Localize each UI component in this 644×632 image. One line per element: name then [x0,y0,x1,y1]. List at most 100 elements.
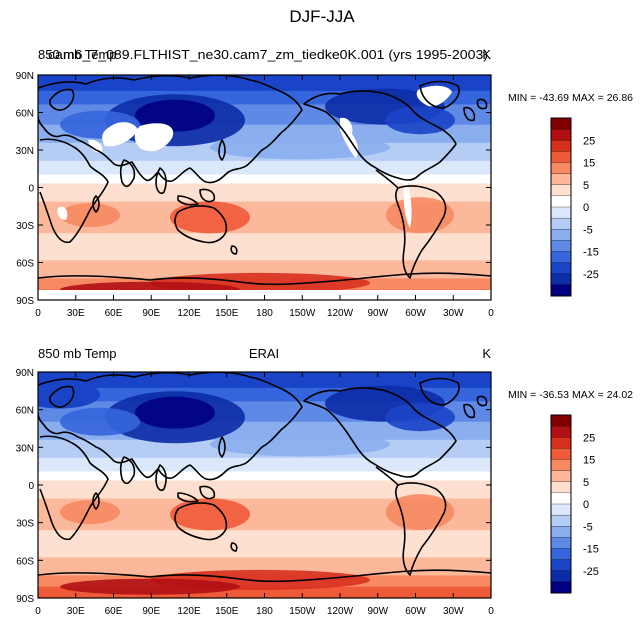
colorbar-swatch [550,128,572,141]
colorbar-swatch [550,459,572,472]
colorbar-label: -15 [583,544,599,556]
contour-band [38,260,491,279]
contour-band [38,530,491,558]
lon-tick-label: 0 [35,308,41,319]
lon-tick-label: 90E [142,308,160,319]
colorbar-swatch [550,581,572,594]
lat-tick-label: 30S [16,519,34,530]
contour-blob [385,106,455,135]
lon-tick-label: 150W [289,308,316,319]
contour-band [38,183,491,203]
lat-tick-label: 90N [16,368,34,379]
colorbar-label: -5 [583,224,593,236]
lat-tick-label: 60N [16,109,34,120]
lon-tick-label: 0 [35,606,41,617]
panel-model-title: cam6_7_089.FLTHIST_ne30.cam7_zm_tiedke0K… [48,47,488,62]
colorbar-label: 0 [583,202,589,214]
contour-band [38,233,491,261]
colorbar-swatch [550,492,572,505]
lat-tick-label: 90N [16,71,34,82]
colorbar-label: 5 [583,180,589,192]
lon-tick-label: 90W [367,308,388,319]
lon-tick-label: 0 [488,606,494,617]
lat-tick-label: 90S [16,594,34,605]
panel-units: K [482,47,491,62]
contour-blob [60,203,120,228]
colorbar: 25 15 5 0 -5 -15 -25 [550,117,599,297]
stats-min: MIN = -43.69 [508,92,569,104]
colorbar-swatch [550,481,572,494]
colorbar-swatch [550,273,572,286]
colorbar-swatch [550,559,572,572]
colorbar-swatch [550,173,572,186]
lat-tick-label: 30S [16,221,34,232]
lon-tick-label: 30E [67,606,85,617]
lon-tick-label: 60E [105,606,123,617]
colorbar-swatch [550,140,572,152]
lat-tick-label: 60S [16,259,34,270]
contour-blob [60,578,240,595]
colorbar-swatch [550,240,572,252]
lon-tick-label: 30W [443,308,464,319]
lon-tick-label: 180 [256,606,273,617]
lon-tick-label: 120E [177,308,201,319]
panel-center-title: ERAI [249,346,279,361]
stats-max: MAX = 26.86 [572,92,633,104]
colorbar-label: 5 [583,477,589,489]
colorbar-swatch [550,437,572,449]
contour-band [38,174,491,184]
colorbar-swatch [550,229,572,241]
colorbar-label: -15 [583,247,599,259]
lon-tick-label: 60W [405,308,426,319]
contour-blob [170,498,250,531]
colorbar-label: 15 [583,158,595,170]
colorbar-label: 25 [583,432,595,444]
lon-tick-label: 30E [67,308,85,319]
lon-tick-label: 30W [443,606,464,617]
temperature-contour-fill [38,372,491,598]
lon-tick-label: 120E [177,606,201,617]
colorbar-swatch [550,425,572,438]
colorbar-label: 25 [583,135,595,147]
lon-tick-label: 150W [289,606,316,617]
contour-blob [60,407,140,436]
colorbar-label: 15 [583,455,595,467]
colorbar-swatch [550,262,572,275]
lon-tick-label: 0 [488,308,494,319]
lat-tick-label: 30N [16,443,34,454]
figure-title: DJF-JJA [289,7,355,26]
stats-max: MAX = 24.02 [572,389,633,401]
colorbar-swatch [550,548,572,561]
colorbar-label: -5 [583,521,593,533]
colorbar-swatch [550,217,572,230]
panel-left-title: 850 mb Temp [38,47,117,62]
lon-tick-label: 90E [142,606,160,617]
lon-tick-label: 60E [105,308,123,319]
lon-tick-label: 150E [215,606,239,617]
lat-tick-label: 60S [16,556,34,567]
lon-tick-label: 90W [367,606,388,617]
colorbar-swatch [550,537,572,549]
contour-blob [38,380,100,409]
temperature-contour-fill [38,75,491,300]
colorbar-swatch [550,251,572,264]
lat-tick-label: 0 [28,481,34,492]
contour-blob [170,201,250,234]
lon-tick-label: 180 [256,308,273,319]
contour-band [38,586,491,598]
contour-blob [210,432,390,457]
lon-tick-label: 150E [215,308,239,319]
colorbar-swatch [550,514,572,527]
colorbar-swatch [550,470,572,483]
contour-band [38,480,491,500]
colorbar-label: -25 [583,269,599,281]
colorbar-swatch [550,206,572,219]
colorbar-swatch [550,195,572,208]
colorbar-swatch [550,162,572,175]
colorbar-swatch [550,284,572,297]
colorbar: 25 15 5 0 -5 -15 -25 [550,414,599,594]
